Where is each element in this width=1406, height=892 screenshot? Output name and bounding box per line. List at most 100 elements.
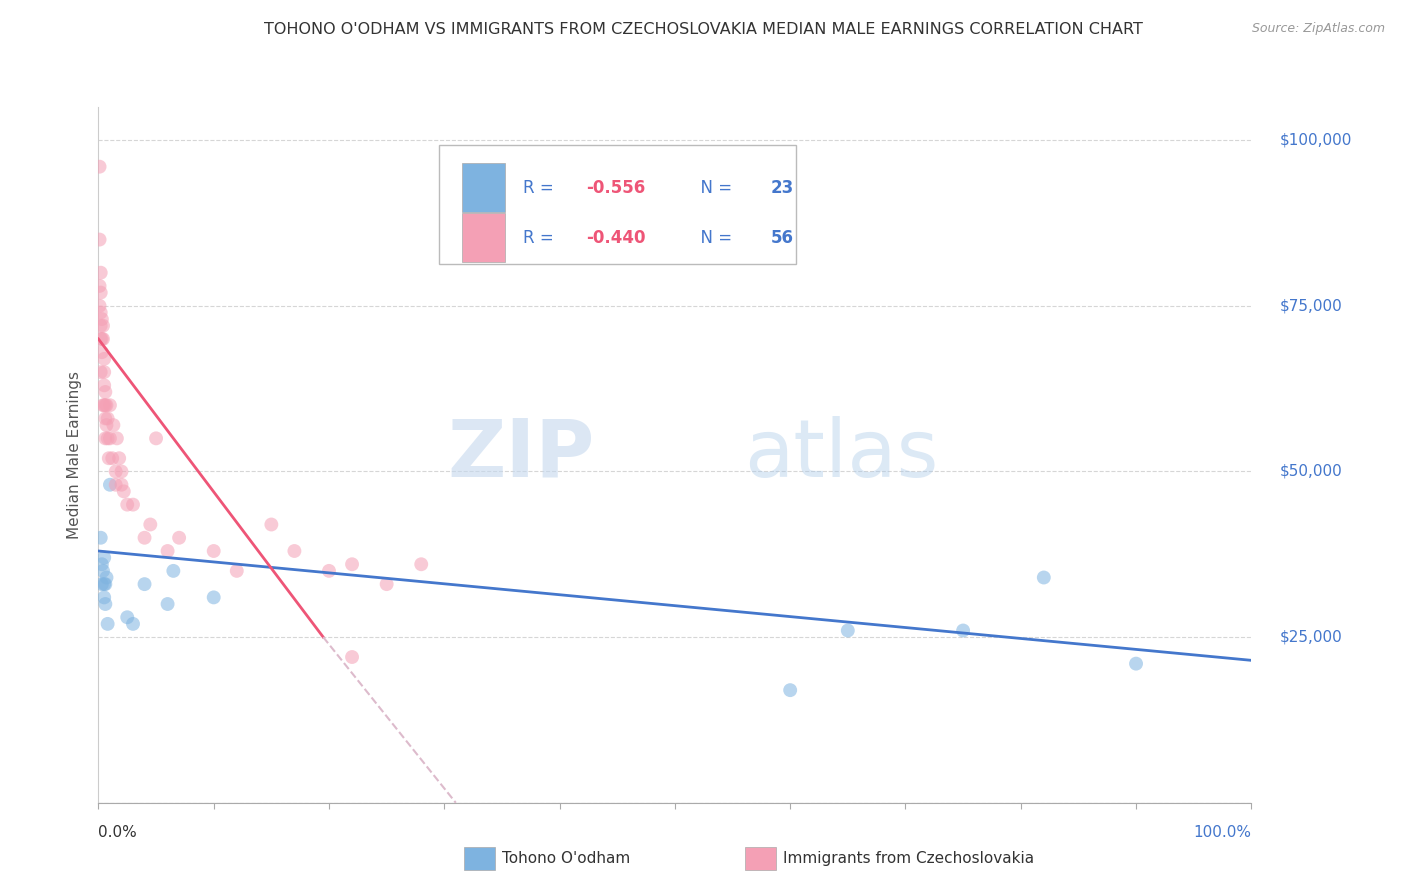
Point	[139, 517, 162, 532]
Point	[104, 465, 127, 479]
Point	[101, 451, 124, 466]
Y-axis label: Median Male Earnings: Median Male Earnings	[67, 371, 83, 539]
Point	[90, 332, 112, 346]
Point	[93, 378, 115, 392]
Point	[93, 365, 115, 379]
Point	[145, 431, 167, 445]
Point	[779, 683, 801, 698]
Point	[837, 624, 859, 638]
Text: Tohono O'odham: Tohono O'odham	[502, 852, 630, 866]
Point	[340, 650, 363, 665]
Point	[90, 332, 112, 346]
Point	[112, 484, 135, 499]
Point	[93, 351, 115, 366]
Text: 23: 23	[770, 178, 794, 197]
Point	[411, 558, 433, 572]
Point	[91, 332, 114, 346]
Point	[110, 477, 132, 491]
Point	[89, 299, 111, 313]
Point	[93, 577, 115, 591]
Point	[97, 616, 120, 631]
Point	[96, 570, 118, 584]
Text: Source: ZipAtlas.com: Source: ZipAtlas.com	[1251, 22, 1385, 36]
Point	[97, 451, 120, 466]
Point	[122, 498, 145, 512]
Point	[94, 384, 117, 399]
Point	[283, 544, 305, 558]
Point	[90, 266, 112, 280]
Point	[162, 564, 184, 578]
Point	[260, 517, 283, 532]
Point	[90, 285, 112, 300]
Point	[96, 418, 118, 433]
Text: N =: N =	[690, 229, 737, 247]
Point	[104, 477, 127, 491]
Point	[90, 365, 112, 379]
Point	[105, 431, 128, 445]
FancyBboxPatch shape	[461, 213, 505, 262]
Point	[90, 345, 112, 359]
Text: TOHONO O'ODHAM VS IMMIGRANTS FROM CZECHOSLOVAKIA MEDIAN MALE EARNINGS CORRELATIO: TOHONO O'ODHAM VS IMMIGRANTS FROM CZECHO…	[263, 22, 1143, 37]
Point	[90, 577, 112, 591]
Point	[1125, 657, 1147, 671]
Text: -0.556: -0.556	[586, 178, 645, 197]
Point	[97, 431, 120, 445]
Point	[1032, 570, 1054, 584]
Point	[340, 558, 363, 572]
Text: 56: 56	[770, 229, 793, 247]
Text: R =: R =	[523, 178, 558, 197]
Point	[952, 624, 974, 638]
Point	[122, 616, 145, 631]
Text: Immigrants from Czechoslovakia: Immigrants from Czechoslovakia	[783, 852, 1035, 866]
Text: $75,000: $75,000	[1279, 298, 1343, 313]
Point	[94, 597, 117, 611]
Point	[94, 411, 117, 425]
Text: R =: R =	[523, 229, 558, 247]
Point	[98, 477, 121, 491]
Point	[225, 564, 247, 578]
Point	[167, 531, 190, 545]
Point	[90, 318, 112, 333]
Point	[156, 597, 179, 611]
Text: 100.0%: 100.0%	[1194, 825, 1251, 840]
FancyBboxPatch shape	[439, 145, 796, 263]
Point	[93, 398, 115, 412]
Point	[117, 498, 138, 512]
Text: $50,000: $50,000	[1279, 464, 1343, 479]
Point	[156, 544, 179, 558]
Point	[93, 591, 115, 605]
Text: ZIP: ZIP	[447, 416, 595, 494]
Point	[96, 398, 118, 412]
Point	[98, 398, 121, 412]
Text: 0.0%: 0.0%	[98, 825, 138, 840]
Point	[202, 591, 225, 605]
Text: N =: N =	[690, 178, 737, 197]
Point	[103, 418, 125, 433]
Text: $25,000: $25,000	[1279, 630, 1343, 645]
Point	[134, 531, 156, 545]
Point	[91, 398, 114, 412]
Text: atlas: atlas	[744, 416, 938, 494]
Point	[117, 610, 138, 624]
Text: -0.440: -0.440	[586, 229, 645, 247]
FancyBboxPatch shape	[461, 163, 505, 212]
Point	[90, 305, 112, 319]
Point	[90, 531, 112, 545]
Point	[90, 558, 112, 572]
Point	[90, 312, 112, 326]
Point	[94, 431, 117, 445]
Point	[94, 577, 117, 591]
Point	[89, 160, 111, 174]
Text: $100,000: $100,000	[1279, 133, 1351, 148]
Point	[134, 577, 156, 591]
Point	[375, 577, 398, 591]
Point	[110, 465, 132, 479]
Point	[108, 451, 131, 466]
Point	[94, 398, 117, 412]
Point	[89, 233, 111, 247]
Point	[91, 564, 114, 578]
Point	[91, 318, 114, 333]
Point	[318, 564, 340, 578]
Point	[202, 544, 225, 558]
Point	[89, 279, 111, 293]
